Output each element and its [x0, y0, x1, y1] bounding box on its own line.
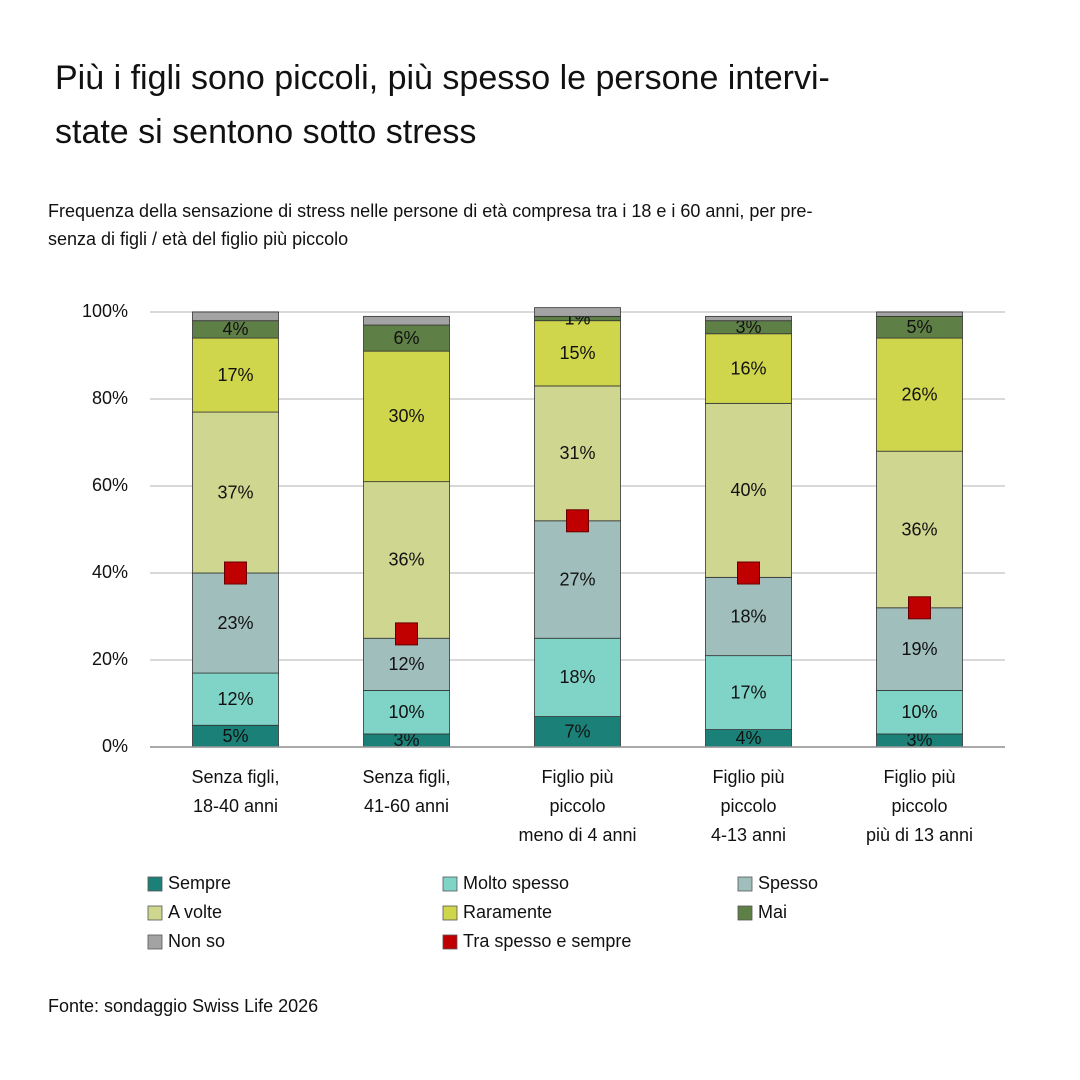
data-label: 5%	[906, 317, 932, 337]
data-label: 40%	[730, 480, 766, 500]
data-label: 18%	[730, 606, 766, 626]
legend-label: Molto spesso	[463, 873, 569, 893]
marker	[395, 622, 418, 646]
chart-title: Più i figli sono piccoli, più spesso le …	[55, 59, 830, 97]
legend-swatch	[442, 876, 458, 892]
data-label: 3%	[906, 730, 932, 750]
bar-segment	[192, 672, 279, 726]
x-tick-label: piccolo	[549, 796, 605, 816]
y-tick-label: 60%	[92, 475, 128, 495]
bar-segment	[363, 637, 450, 691]
bar-segment	[876, 337, 963, 452]
data-label: 3%	[393, 730, 419, 750]
legend-swatch	[737, 905, 753, 921]
marker	[566, 509, 589, 533]
legend-swatch	[147, 934, 163, 950]
legend-swatch	[442, 934, 458, 950]
x-tick-label: piccolo	[720, 796, 776, 816]
bar-segment	[705, 402, 792, 578]
bar-segment	[363, 315, 450, 326]
data-label: 26%	[901, 384, 937, 404]
legend-swatch	[147, 876, 163, 892]
x-tick-label: Figlio più	[712, 767, 784, 787]
data-label: 31%	[559, 443, 595, 463]
legend-swatch	[442, 905, 458, 921]
legend-label: A volte	[168, 902, 222, 922]
data-label: 16%	[730, 358, 766, 378]
bar-segment	[876, 311, 963, 317]
bar-segment	[192, 572, 279, 674]
y-tick-label: 20%	[92, 649, 128, 669]
data-label: 18%	[559, 667, 595, 687]
bar-segment	[534, 716, 621, 748]
data-label: 4%	[735, 728, 761, 748]
bar-segment	[192, 311, 279, 322]
bar-segment	[363, 324, 450, 352]
bar-segment	[192, 337, 279, 413]
bar-segment	[876, 607, 963, 691]
bar-segment	[363, 350, 450, 483]
x-tick-label: Figlio più	[541, 767, 613, 787]
bar-segment	[534, 307, 621, 317]
legend-label: Tra spesso e sempre	[463, 931, 631, 951]
legend-label: Spesso	[758, 873, 818, 893]
data-label: 12%	[388, 654, 424, 674]
legend-swatch	[147, 905, 163, 921]
chart-subtitle: senza di figli / età del figlio più picc…	[48, 229, 348, 249]
data-label: 19%	[901, 639, 937, 659]
data-label: 10%	[901, 702, 937, 722]
y-tick-label: 80%	[92, 388, 128, 408]
y-tick-label: 0%	[102, 736, 128, 756]
data-label: 3%	[735, 317, 761, 337]
legend-label: Mai	[758, 902, 787, 922]
x-tick-label: Figlio più	[883, 767, 955, 787]
data-label: 7%	[564, 722, 590, 742]
x-tick-label: meno di 4 anni	[518, 825, 636, 845]
data-label: 10%	[388, 702, 424, 722]
x-tick-label: più di 13 anni	[866, 825, 973, 845]
chart-title: state si sentono sotto stress	[55, 113, 476, 151]
marker	[224, 561, 247, 585]
x-tick-label: 18-40 anni	[193, 796, 278, 816]
marker	[737, 561, 760, 585]
x-tick-label: 4-13 anni	[711, 825, 786, 845]
x-tick-label: 41-60 anni	[364, 796, 449, 816]
bar-segment	[705, 333, 792, 404]
data-label: 36%	[388, 550, 424, 570]
y-tick-label: 100%	[82, 301, 128, 321]
bar-segment	[705, 576, 792, 657]
data-label: 15%	[559, 343, 595, 363]
x-tick-label: Senza figli,	[362, 767, 450, 787]
data-label: 30%	[388, 406, 424, 426]
x-tick-label: Senza figli,	[191, 767, 279, 787]
data-label: 12%	[217, 689, 253, 709]
data-label: 37%	[217, 482, 253, 502]
data-label: 17%	[217, 365, 253, 385]
bar-segment	[534, 385, 621, 522]
data-label: 36%	[901, 519, 937, 539]
bar-segment	[876, 690, 963, 735]
x-tick-label: piccolo	[891, 796, 947, 816]
data-label: 6%	[393, 328, 419, 348]
marker	[908, 596, 931, 620]
data-label: 5%	[222, 726, 248, 746]
legend-swatch	[737, 876, 753, 892]
legend-label: Non so	[168, 931, 225, 951]
legend-label: Sempre	[168, 873, 231, 893]
bar-segment	[705, 315, 792, 322]
y-tick-label: 40%	[92, 562, 128, 582]
data-label: 23%	[217, 613, 253, 633]
bar-segment	[534, 637, 621, 717]
chart-subtitle: Frequenza della sensazione di stress nel…	[48, 201, 812, 221]
data-label: 27%	[559, 569, 595, 589]
source: Fonte: sondaggio Swiss Life 2026	[48, 996, 318, 1016]
legend-label: Raramente	[463, 902, 552, 922]
data-label: 17%	[730, 682, 766, 702]
data-label: 4%	[222, 319, 248, 339]
